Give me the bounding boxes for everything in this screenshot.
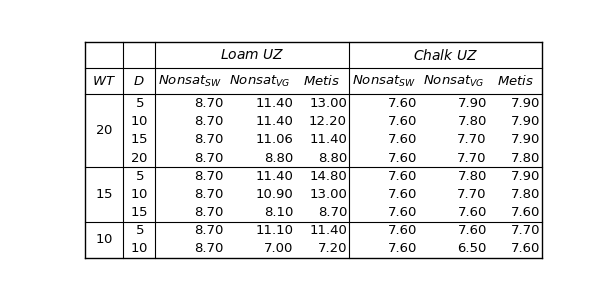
Text: 8.80: 8.80 <box>318 152 347 165</box>
Text: 7.60: 7.60 <box>511 206 541 219</box>
Text: 8.70: 8.70 <box>194 133 223 146</box>
Text: 7.90: 7.90 <box>457 97 487 110</box>
Text: $\mathit{10}$: $\mathit{10}$ <box>130 242 148 255</box>
Text: 7.60: 7.60 <box>387 224 417 237</box>
Text: 7.60: 7.60 <box>387 170 417 183</box>
Text: 7.80: 7.80 <box>457 170 487 183</box>
Text: 8.70: 8.70 <box>317 206 347 219</box>
Text: 7.60: 7.60 <box>457 206 487 219</box>
Text: 11.06: 11.06 <box>255 133 293 146</box>
Text: 7.60: 7.60 <box>457 224 487 237</box>
Text: 6.50: 6.50 <box>457 242 487 255</box>
Text: 7.70: 7.70 <box>457 188 487 201</box>
Text: $\mathit{Nonsat_{VG}}$: $\mathit{Nonsat_{VG}}$ <box>423 74 485 89</box>
Text: 7.80: 7.80 <box>511 188 541 201</box>
Text: $\mathit{WT}$: $\mathit{WT}$ <box>92 75 116 88</box>
Text: $\mathit{15}$: $\mathit{15}$ <box>95 188 113 201</box>
Text: 7.90: 7.90 <box>511 170 541 183</box>
Text: 10.90: 10.90 <box>255 188 293 201</box>
Text: 12.20: 12.20 <box>309 115 347 128</box>
Text: 8.10: 8.10 <box>264 206 293 219</box>
Text: 7.80: 7.80 <box>457 115 487 128</box>
Text: $\mathit{5}$: $\mathit{5}$ <box>134 97 144 110</box>
Text: 7.60: 7.60 <box>387 188 417 201</box>
Text: 7.60: 7.60 <box>387 97 417 110</box>
Text: 7.60: 7.60 <box>387 133 417 146</box>
Text: $\mathit{Loam\ UZ}$: $\mathit{Loam\ UZ}$ <box>220 48 285 62</box>
Text: 7.90: 7.90 <box>511 97 541 110</box>
Text: 8.70: 8.70 <box>194 206 223 219</box>
Text: $\mathit{5}$: $\mathit{5}$ <box>134 170 144 183</box>
Text: 8.70: 8.70 <box>194 97 223 110</box>
Text: 7.00: 7.00 <box>264 242 293 255</box>
Text: 7.60: 7.60 <box>511 242 541 255</box>
Text: 7.70: 7.70 <box>457 152 487 165</box>
Text: 8.70: 8.70 <box>194 188 223 201</box>
Text: 8.70: 8.70 <box>194 224 223 237</box>
Text: 8.70: 8.70 <box>194 152 223 165</box>
Text: 7.80: 7.80 <box>511 152 541 165</box>
Text: $\mathit{10}$: $\mathit{10}$ <box>95 233 113 246</box>
Text: 7.60: 7.60 <box>387 242 417 255</box>
Text: 7.60: 7.60 <box>387 115 417 128</box>
Text: 8.80: 8.80 <box>264 152 293 165</box>
Text: $\mathit{10}$: $\mathit{10}$ <box>130 188 148 201</box>
Text: $\mathit{Nonsat_{SW}}$: $\mathit{Nonsat_{SW}}$ <box>158 74 223 89</box>
Text: 7.60: 7.60 <box>387 152 417 165</box>
Text: 11.40: 11.40 <box>255 170 293 183</box>
Text: 7.90: 7.90 <box>511 115 541 128</box>
Text: 8.70: 8.70 <box>194 170 223 183</box>
Text: $\mathit{Metis}$: $\mathit{Metis}$ <box>497 74 534 88</box>
Text: $\mathit{20}$: $\mathit{20}$ <box>130 152 148 165</box>
Text: 11.10: 11.10 <box>255 224 293 237</box>
Text: 7.60: 7.60 <box>387 206 417 219</box>
Text: 11.40: 11.40 <box>309 224 347 237</box>
Text: 8.70: 8.70 <box>194 115 223 128</box>
Text: 14.80: 14.80 <box>309 170 347 183</box>
Text: $\mathit{D}$: $\mathit{D}$ <box>133 75 145 88</box>
Text: $\mathit{Chalk\ UZ}$: $\mathit{Chalk\ UZ}$ <box>413 48 478 63</box>
Text: 7.90: 7.90 <box>511 133 541 146</box>
Text: $\mathit{5}$: $\mathit{5}$ <box>134 224 144 237</box>
Text: 13.00: 13.00 <box>309 188 347 201</box>
Text: $\mathit{15}$: $\mathit{15}$ <box>130 206 148 219</box>
Text: $\mathit{10}$: $\mathit{10}$ <box>130 115 148 128</box>
Text: 7.70: 7.70 <box>511 224 541 237</box>
Text: 11.40: 11.40 <box>255 115 293 128</box>
Text: $\mathit{15}$: $\mathit{15}$ <box>130 133 148 146</box>
Text: $\mathit{20}$: $\mathit{20}$ <box>95 124 113 137</box>
Text: 13.00: 13.00 <box>309 97 347 110</box>
Text: 11.40: 11.40 <box>255 97 293 110</box>
Text: $\mathit{Nonsat_{SW}}$: $\mathit{Nonsat_{SW}}$ <box>352 74 416 89</box>
Text: 7.70: 7.70 <box>457 133 487 146</box>
Text: 8.70: 8.70 <box>194 242 223 255</box>
Text: 11.40: 11.40 <box>309 133 347 146</box>
Text: $\mathit{Metis}$: $\mathit{Metis}$ <box>303 74 340 88</box>
Text: 7.20: 7.20 <box>317 242 347 255</box>
Text: $\mathit{Nonsat_{VG}}$: $\mathit{Nonsat_{VG}}$ <box>229 74 291 89</box>
